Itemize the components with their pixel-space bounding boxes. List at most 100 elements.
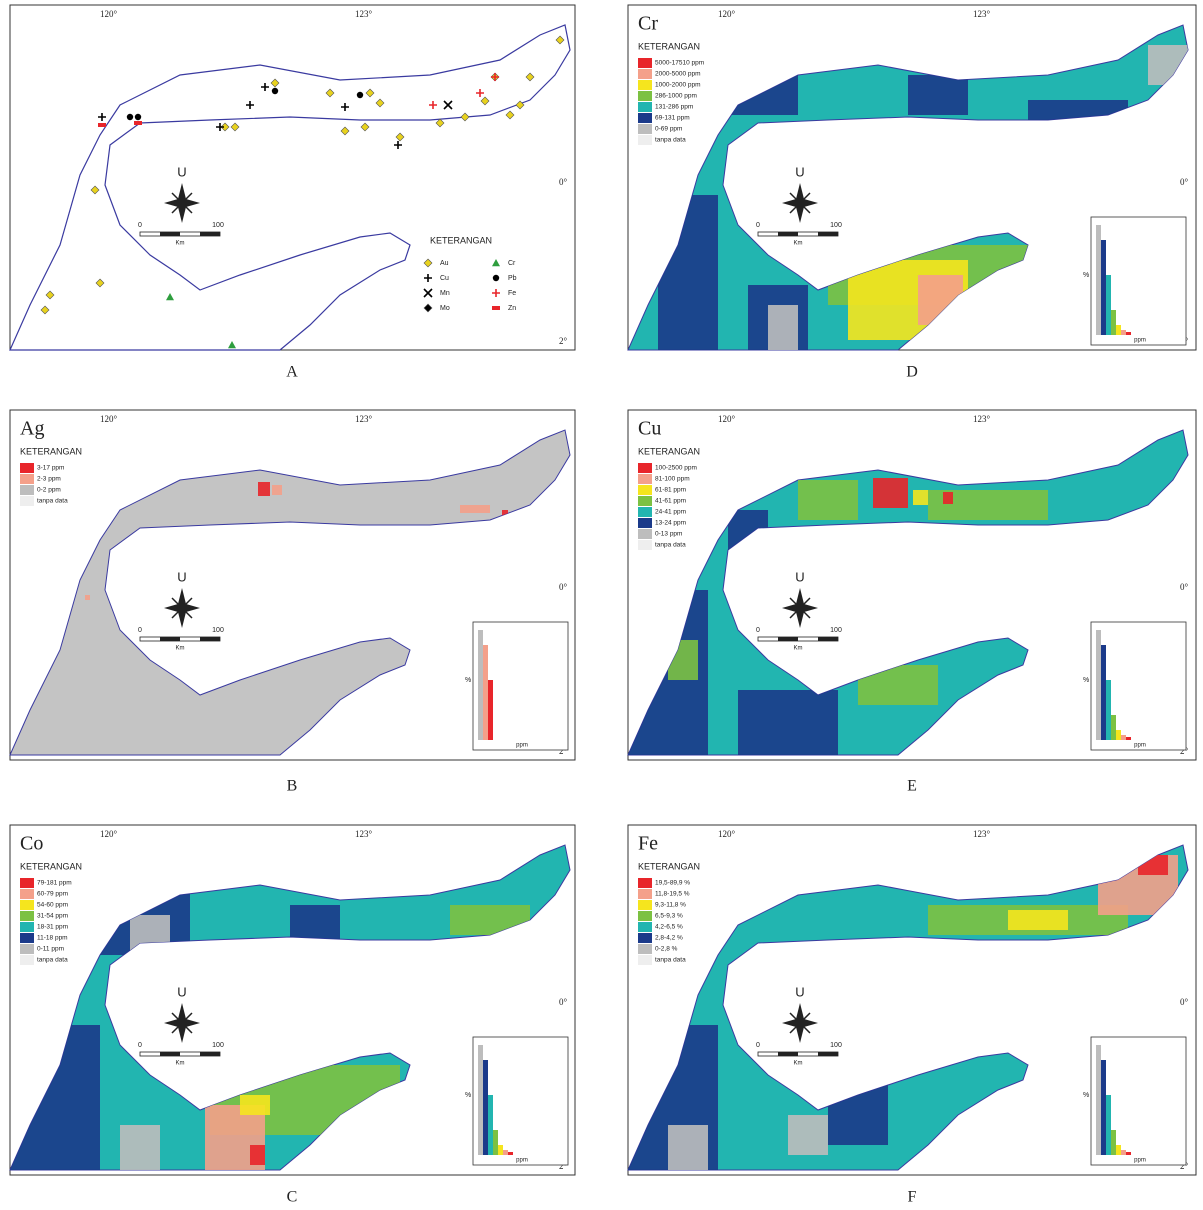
map-symbol (365, 88, 375, 98)
legend-swatch (20, 955, 34, 965)
map-symbol (270, 78, 280, 88)
scale-unit: Km (176, 1061, 185, 1067)
map-symbol (98, 123, 106, 127)
histogram-bar (1101, 1060, 1106, 1155)
legend-label: 0-69 ppm (655, 126, 682, 133)
histogram-bar (1116, 325, 1121, 335)
legend-label: 81-100 ppm (655, 476, 690, 483)
legend-swatch (20, 485, 34, 495)
legend-label: 2-3 ppm (37, 476, 61, 483)
histogram-x-label: ppm (516, 1158, 528, 1164)
map-symbol (216, 123, 224, 131)
lat-label: 0° (1180, 177, 1189, 187)
scale-unit: Km (794, 241, 803, 247)
histogram-x-label: ppm (1134, 1158, 1146, 1164)
map-symbol (126, 113, 134, 121)
histogram-bar (1106, 275, 1111, 335)
histogram-y-label: % (465, 1092, 471, 1099)
legend-label: tanpa data (37, 498, 68, 505)
element-title: Cu (638, 418, 661, 440)
north-arrow-detail (789, 597, 811, 619)
lon-label: 120° (718, 9, 736, 19)
north-label: U (177, 164, 186, 179)
map-symbol (230, 122, 240, 132)
legend-swatch (638, 113, 652, 123)
histogram-bar (1106, 680, 1111, 740)
legend-swatch (638, 540, 652, 550)
lon-label: 123° (355, 414, 373, 424)
panel-letter: D (906, 364, 918, 381)
legend-label: Pb (508, 275, 517, 282)
legend-label: 13-24 ppm (655, 520, 686, 527)
legend-label: 31-54 ppm (37, 913, 68, 920)
map-patch (85, 595, 90, 600)
scale-label: 0 (138, 222, 142, 229)
histogram-bar (1126, 1152, 1131, 1155)
map-symbol (356, 91, 364, 99)
legend-swatch (638, 507, 652, 517)
map-symbol (460, 112, 470, 122)
histogram-bar (1116, 730, 1121, 740)
histogram-bar (1096, 1045, 1101, 1155)
histogram-bar (1111, 715, 1116, 740)
scale-label: 100 (830, 222, 842, 229)
map-symbol (555, 35, 565, 45)
legend-swatch (20, 463, 34, 473)
map-symbol (340, 126, 350, 136)
legend-label: 60-79 ppm (37, 891, 68, 898)
scale-label: 0 (756, 1042, 760, 1049)
scale-label: 100 (212, 1042, 224, 1049)
histogram-bar (483, 645, 488, 740)
map-symbol (492, 259, 500, 267)
map-patch (258, 482, 270, 496)
map-patch (460, 505, 490, 513)
legend-label: Cr (508, 260, 516, 267)
map-symbol (395, 132, 405, 142)
map-symbol (492, 306, 500, 310)
histogram-bar (488, 680, 493, 740)
map-symbol (492, 274, 500, 282)
legend-label: 2000-5000 ppm (655, 71, 701, 78)
legend-label: 0-2,8 % (655, 946, 678, 953)
element-title: Cr (638, 13, 658, 35)
legend-swatch (20, 922, 34, 932)
scale-unit: Km (176, 646, 185, 652)
scale-label: 100 (830, 1042, 842, 1049)
legend-swatch (20, 878, 34, 888)
legend-swatch (638, 474, 652, 484)
map-patch (913, 490, 928, 505)
map-symbol (271, 87, 279, 95)
map-symbol (480, 96, 490, 106)
histogram-bar (1121, 1150, 1126, 1155)
scale-bar-fill (818, 232, 838, 236)
legend-label: 2,8-4,2 % (655, 935, 683, 942)
legend-label: Zn (508, 305, 516, 312)
histogram-x-label: ppm (1134, 338, 1146, 344)
map-patch (240, 1095, 270, 1115)
panel-letter: E (907, 778, 917, 795)
scale-bar-fill (778, 232, 798, 236)
scale-bar-fill (778, 637, 798, 641)
legend-label: 131-286 ppm (655, 104, 693, 111)
map-symbol (341, 103, 349, 111)
map-symbol (95, 278, 105, 288)
map-symbol (375, 98, 385, 108)
map-patch (250, 1145, 265, 1165)
legend-swatch (638, 911, 652, 921)
north-arrow-detail (789, 1012, 811, 1034)
lat-label: 0° (559, 582, 568, 592)
legend-label: Cu (440, 275, 449, 282)
scale-unit: Km (794, 1061, 803, 1067)
scale-bar-fill (200, 1052, 220, 1056)
map-patch (943, 492, 953, 504)
scale-bar-fill (200, 232, 220, 236)
map-patch (768, 305, 798, 350)
legend-label: Au (440, 260, 449, 267)
map-symbol (98, 113, 106, 121)
scale-bar-fill (778, 1052, 798, 1056)
map-panel: 120° 123° 0° 2° Fe KETERANGAN 19,5-89,9 % 11,8-… (627, 824, 1197, 1176)
legend-swatch (638, 80, 652, 90)
map-symbol (134, 121, 142, 125)
legend-label: 19,5-89,9 % (655, 880, 690, 887)
